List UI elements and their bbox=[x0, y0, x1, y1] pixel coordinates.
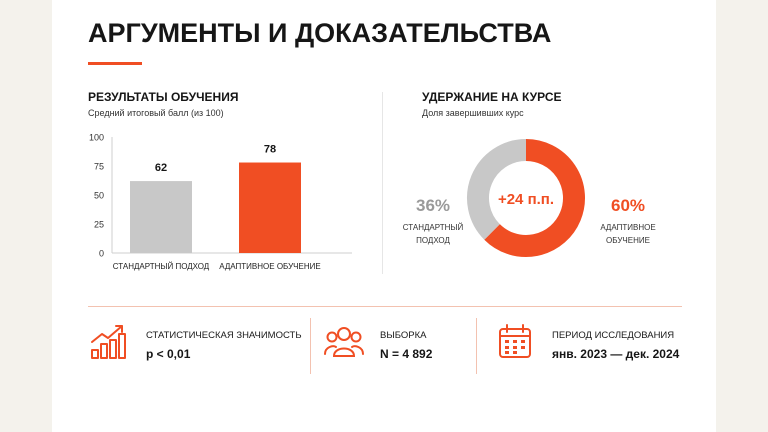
y-tick-label: 100 bbox=[89, 133, 104, 143]
stat-divider bbox=[476, 318, 477, 374]
x-category-label: СТАНДАРТНЫЙ ПОДХОД bbox=[113, 262, 210, 271]
stat-value: p < 0,01 bbox=[146, 347, 191, 361]
stat-label: ПЕРИОД ИССЛЕДОВАНИЯ bbox=[552, 330, 675, 341]
horizontal-divider bbox=[88, 306, 682, 307]
stat-label: СТАТИСТИЧЕСКАЯ ЗНАЧИМОСТЬ bbox=[146, 330, 302, 341]
y-tick-label: 75 bbox=[94, 162, 104, 172]
donut-slice-label: СТАНДАРТНЫЙ bbox=[403, 223, 464, 232]
growth-chart-icon bbox=[91, 325, 126, 359]
bar bbox=[130, 181, 192, 253]
donut-percent-label: 36% bbox=[416, 196, 450, 215]
stat-significance: СТАТИСТИЧЕСКАЯ ЗНАЧИМОСТЬ p < 0,01 bbox=[88, 320, 308, 380]
donut-slice-label: АДАПТИВНОЕ bbox=[600, 223, 655, 232]
donut-chart-title: УДЕРЖАНИЕ НА КУРСЕ bbox=[422, 90, 562, 104]
title-underline bbox=[88, 62, 142, 65]
stat-value: янв. 2023 — дек. 2024 bbox=[552, 347, 680, 361]
y-tick-label: 0 bbox=[99, 249, 104, 259]
stat-divider bbox=[310, 318, 311, 374]
section-divider bbox=[382, 92, 383, 274]
people-icon bbox=[324, 327, 364, 357]
stat-value: N = 4 892 bbox=[380, 347, 433, 361]
donut-slice bbox=[467, 139, 527, 240]
bar-chart-subtitle: Средний итоговый балл (из 100) bbox=[88, 108, 224, 118]
bar-chart-title: РЕЗУЛЬТАТЫ ОБУЧЕНИЯ bbox=[88, 90, 239, 104]
stat-period: ПЕРИОД ИССЛЕДОВАНИЯ янв. 2023 — дек. 202… bbox=[496, 320, 686, 380]
bar-value-label: 78 bbox=[264, 144, 276, 156]
donut-center-label: +24 п.п. bbox=[498, 191, 554, 208]
bar-value-label: 62 bbox=[155, 162, 167, 174]
calendar-icon bbox=[499, 324, 531, 358]
donut-slice bbox=[484, 139, 585, 257]
donut-slice-label: ПОДХОД bbox=[416, 236, 450, 245]
donut-chart: +24 п.п. 60% АДАПТИВНОЕ ОБУЧЕНИЕ 36% СТАНДАРТ… bbox=[403, 139, 656, 257]
stat-sample: ВЫБОРКА N = 4 892 bbox=[324, 320, 464, 380]
slide: АРГУМЕНТЫ И ДОКАЗАТЕЛЬСТВА РЕЗУЛЬТАТЫ ОБ… bbox=[52, 0, 716, 432]
stat-label: ВЫБОРКА bbox=[380, 330, 427, 341]
donut-percent-label: 60% bbox=[611, 196, 645, 215]
x-category-label: АДАПТИВНОЕ ОБУЧЕНИЕ bbox=[219, 262, 320, 271]
bar-chart: 0 25 50 75 100 62 СТАНДАРТНЫЙ ПОДХОД 78 АДАПТИВН… bbox=[89, 133, 352, 271]
y-tick-label: 50 bbox=[94, 191, 104, 201]
y-tick-label: 25 bbox=[94, 220, 104, 230]
bar bbox=[239, 162, 301, 253]
donut-chart-subtitle: Доля завершивших курс bbox=[422, 108, 524, 118]
page-title: АРГУМЕНТЫ И ДОКАЗАТЕЛЬСТВА bbox=[88, 18, 552, 48]
donut-slice-label: ОБУЧЕНИЕ bbox=[606, 236, 650, 245]
